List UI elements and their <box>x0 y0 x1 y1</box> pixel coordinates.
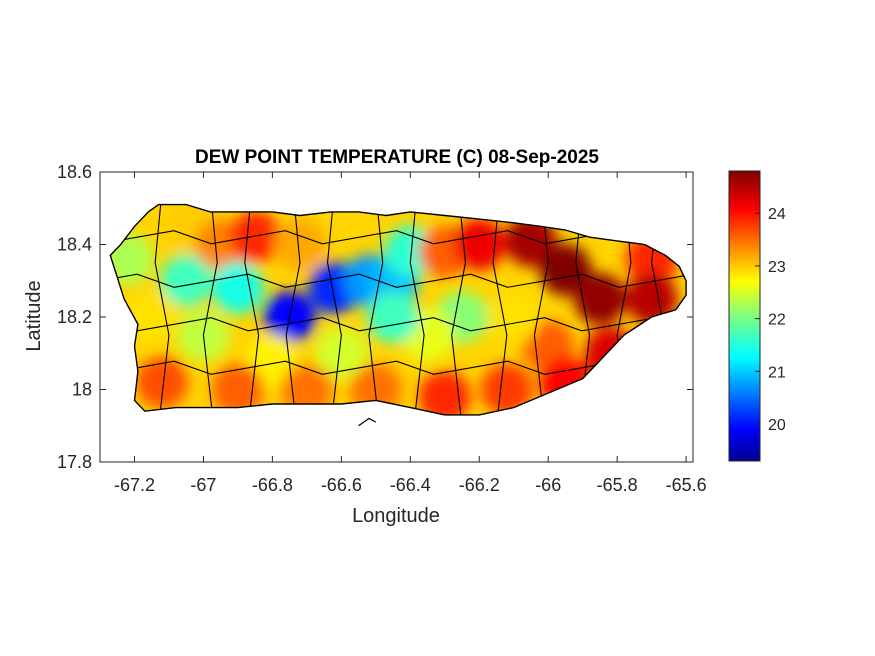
municipality-border <box>492 204 508 415</box>
y-tick-label: 18.2 <box>57 307 92 327</box>
colorbar-tick-label: 20 <box>768 417 786 434</box>
field-sample <box>160 254 213 307</box>
x-axis-label: Longitude <box>352 505 440 527</box>
field-sample <box>246 334 299 387</box>
x-tick-label: -67.2 <box>114 475 155 495</box>
colorbar-tick-label: 24 <box>768 206 786 223</box>
y-tick-label: 18.4 <box>57 235 92 255</box>
field-sample <box>211 262 264 314</box>
field-sample <box>453 218 506 271</box>
coastline <box>109 203 687 416</box>
y-tick-label: 18 <box>72 380 92 400</box>
municipality-border <box>110 273 687 288</box>
colorbar-ticks: 20 21 22 23 24 <box>755 206 786 434</box>
islet <box>358 417 377 427</box>
field-sample <box>573 272 626 325</box>
x-tick-label: -65.6 <box>666 475 707 495</box>
map-axes: -67.2 -67 -66.8 -66.6 -66.4 -66.2 -66 -65.8 -65.… <box>57 162 707 495</box>
municipality-border <box>409 204 425 415</box>
x-tick-label: -66.8 <box>252 475 293 495</box>
y-axis-ticks: 17.8 18 18.2 18.4 18.6 <box>57 162 693 472</box>
x-tick-label: -66.4 <box>390 475 431 495</box>
municipality-border <box>326 204 342 415</box>
field-sample <box>504 214 557 267</box>
municipality-border <box>285 204 301 415</box>
municipality-border <box>110 317 687 332</box>
field-sample <box>315 327 368 380</box>
colorbar-tick-label: 23 <box>768 259 786 276</box>
chart-title: DEW POINT TEMPERATURE (C) 08-Sep-2025 <box>195 147 599 168</box>
field-sample <box>229 211 282 264</box>
colorbar-tick-label: 22 <box>768 312 786 329</box>
x-tick-label: -66.6 <box>321 475 362 495</box>
field-sample <box>367 291 420 343</box>
municipality-border <box>244 204 260 415</box>
x-tick-label: -65.8 <box>597 475 638 495</box>
municipality-border <box>368 204 384 415</box>
y-axis-label: Latitude <box>23 280 45 351</box>
municipality-border <box>154 204 170 415</box>
field-sample <box>480 363 533 415</box>
field-sample <box>625 272 678 325</box>
y-tick-label: 18.6 <box>57 162 92 182</box>
x-axis-ticks: -67.2 -67 -66.8 -66.6 -66.4 -66.2 -66 -65.8 -65.… <box>114 172 707 495</box>
y-tick-label: 17.8 <box>57 452 92 472</box>
field-sample <box>539 243 592 296</box>
colorbar-tick-label: 21 <box>768 364 786 381</box>
municipality-border <box>202 204 218 415</box>
colorbar: 20 21 22 23 24 <box>728 170 786 462</box>
x-tick-label: -66 <box>535 475 561 495</box>
field-sample <box>418 370 471 415</box>
field-sample <box>136 356 189 409</box>
municipality-border <box>451 204 467 415</box>
x-tick-label: -67 <box>190 475 216 495</box>
field-sample <box>487 291 540 343</box>
x-tick-label: -66.2 <box>459 475 500 495</box>
colorbar-gradient <box>728 170 761 462</box>
